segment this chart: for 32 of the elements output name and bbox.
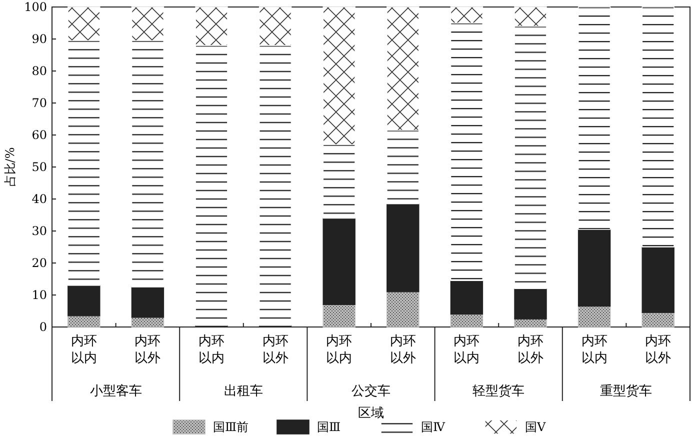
- x-tick-label: 内环以内: [454, 334, 480, 366]
- x-tick-label: 内环以内: [581, 334, 608, 366]
- y-tick-label: 60: [32, 128, 47, 142]
- legend-label: 国Ⅲ前: [213, 420, 249, 434]
- y-tick-label: 20: [32, 256, 47, 270]
- text: 出租车: [224, 384, 263, 399]
- y-tick-label: 50: [32, 160, 47, 174]
- x-tick-label: 内环以内: [198, 334, 224, 366]
- y-axis-title: 占比/%: [3, 147, 17, 187]
- x-tick-label: 内环以外: [134, 334, 161, 366]
- y-tick-label: 10: [32, 288, 47, 302]
- legend-label: 国Ⅴ: [525, 420, 546, 434]
- x-tick-label: 内环以外: [390, 334, 416, 366]
- y-tick-label: 30: [32, 224, 47, 238]
- x-tick-label: 内环以外: [518, 334, 544, 366]
- x-tick-label: 内环以内: [70, 334, 97, 366]
- text: 轻型货车: [472, 384, 525, 399]
- x-axis-title: 区域: [358, 406, 384, 421]
- text: 小型客车: [90, 383, 142, 399]
- x-tick-label: 内环以外: [262, 334, 288, 366]
- legend-label: 国Ⅲ: [317, 420, 341, 434]
- y-tick-label: 0: [39, 320, 47, 334]
- y-tick-label: 100: [24, 0, 47, 14]
- x-tick-label: 内环以外: [645, 334, 672, 366]
- y-tick-label: 70: [32, 96, 47, 110]
- legend-label: 国Ⅳ: [421, 420, 446, 434]
- x-tick-label: 内环以内: [326, 334, 352, 366]
- text: 公交车: [352, 383, 390, 399]
- y-tick-label: 80: [32, 64, 47, 78]
- text: 重型货车: [600, 384, 652, 399]
- y-tick-label: 40: [32, 192, 47, 206]
- y-tick-label: 90: [32, 32, 47, 46]
